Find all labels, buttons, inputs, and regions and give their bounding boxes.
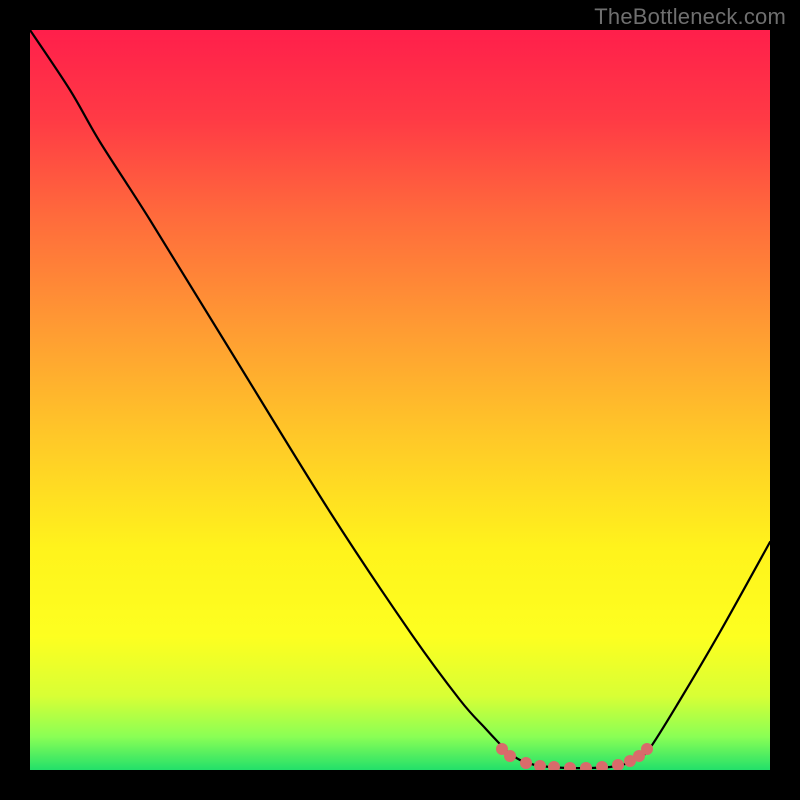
plot-area [30, 30, 770, 770]
marker-dot [641, 743, 653, 755]
chart-container: TheBottleneck.com [0, 0, 800, 800]
chart-svg [30, 30, 770, 770]
marker-dot [520, 757, 532, 769]
watermark-text: TheBottleneck.com [594, 4, 786, 30]
gradient-background [30, 30, 770, 770]
marker-dot [504, 750, 516, 762]
